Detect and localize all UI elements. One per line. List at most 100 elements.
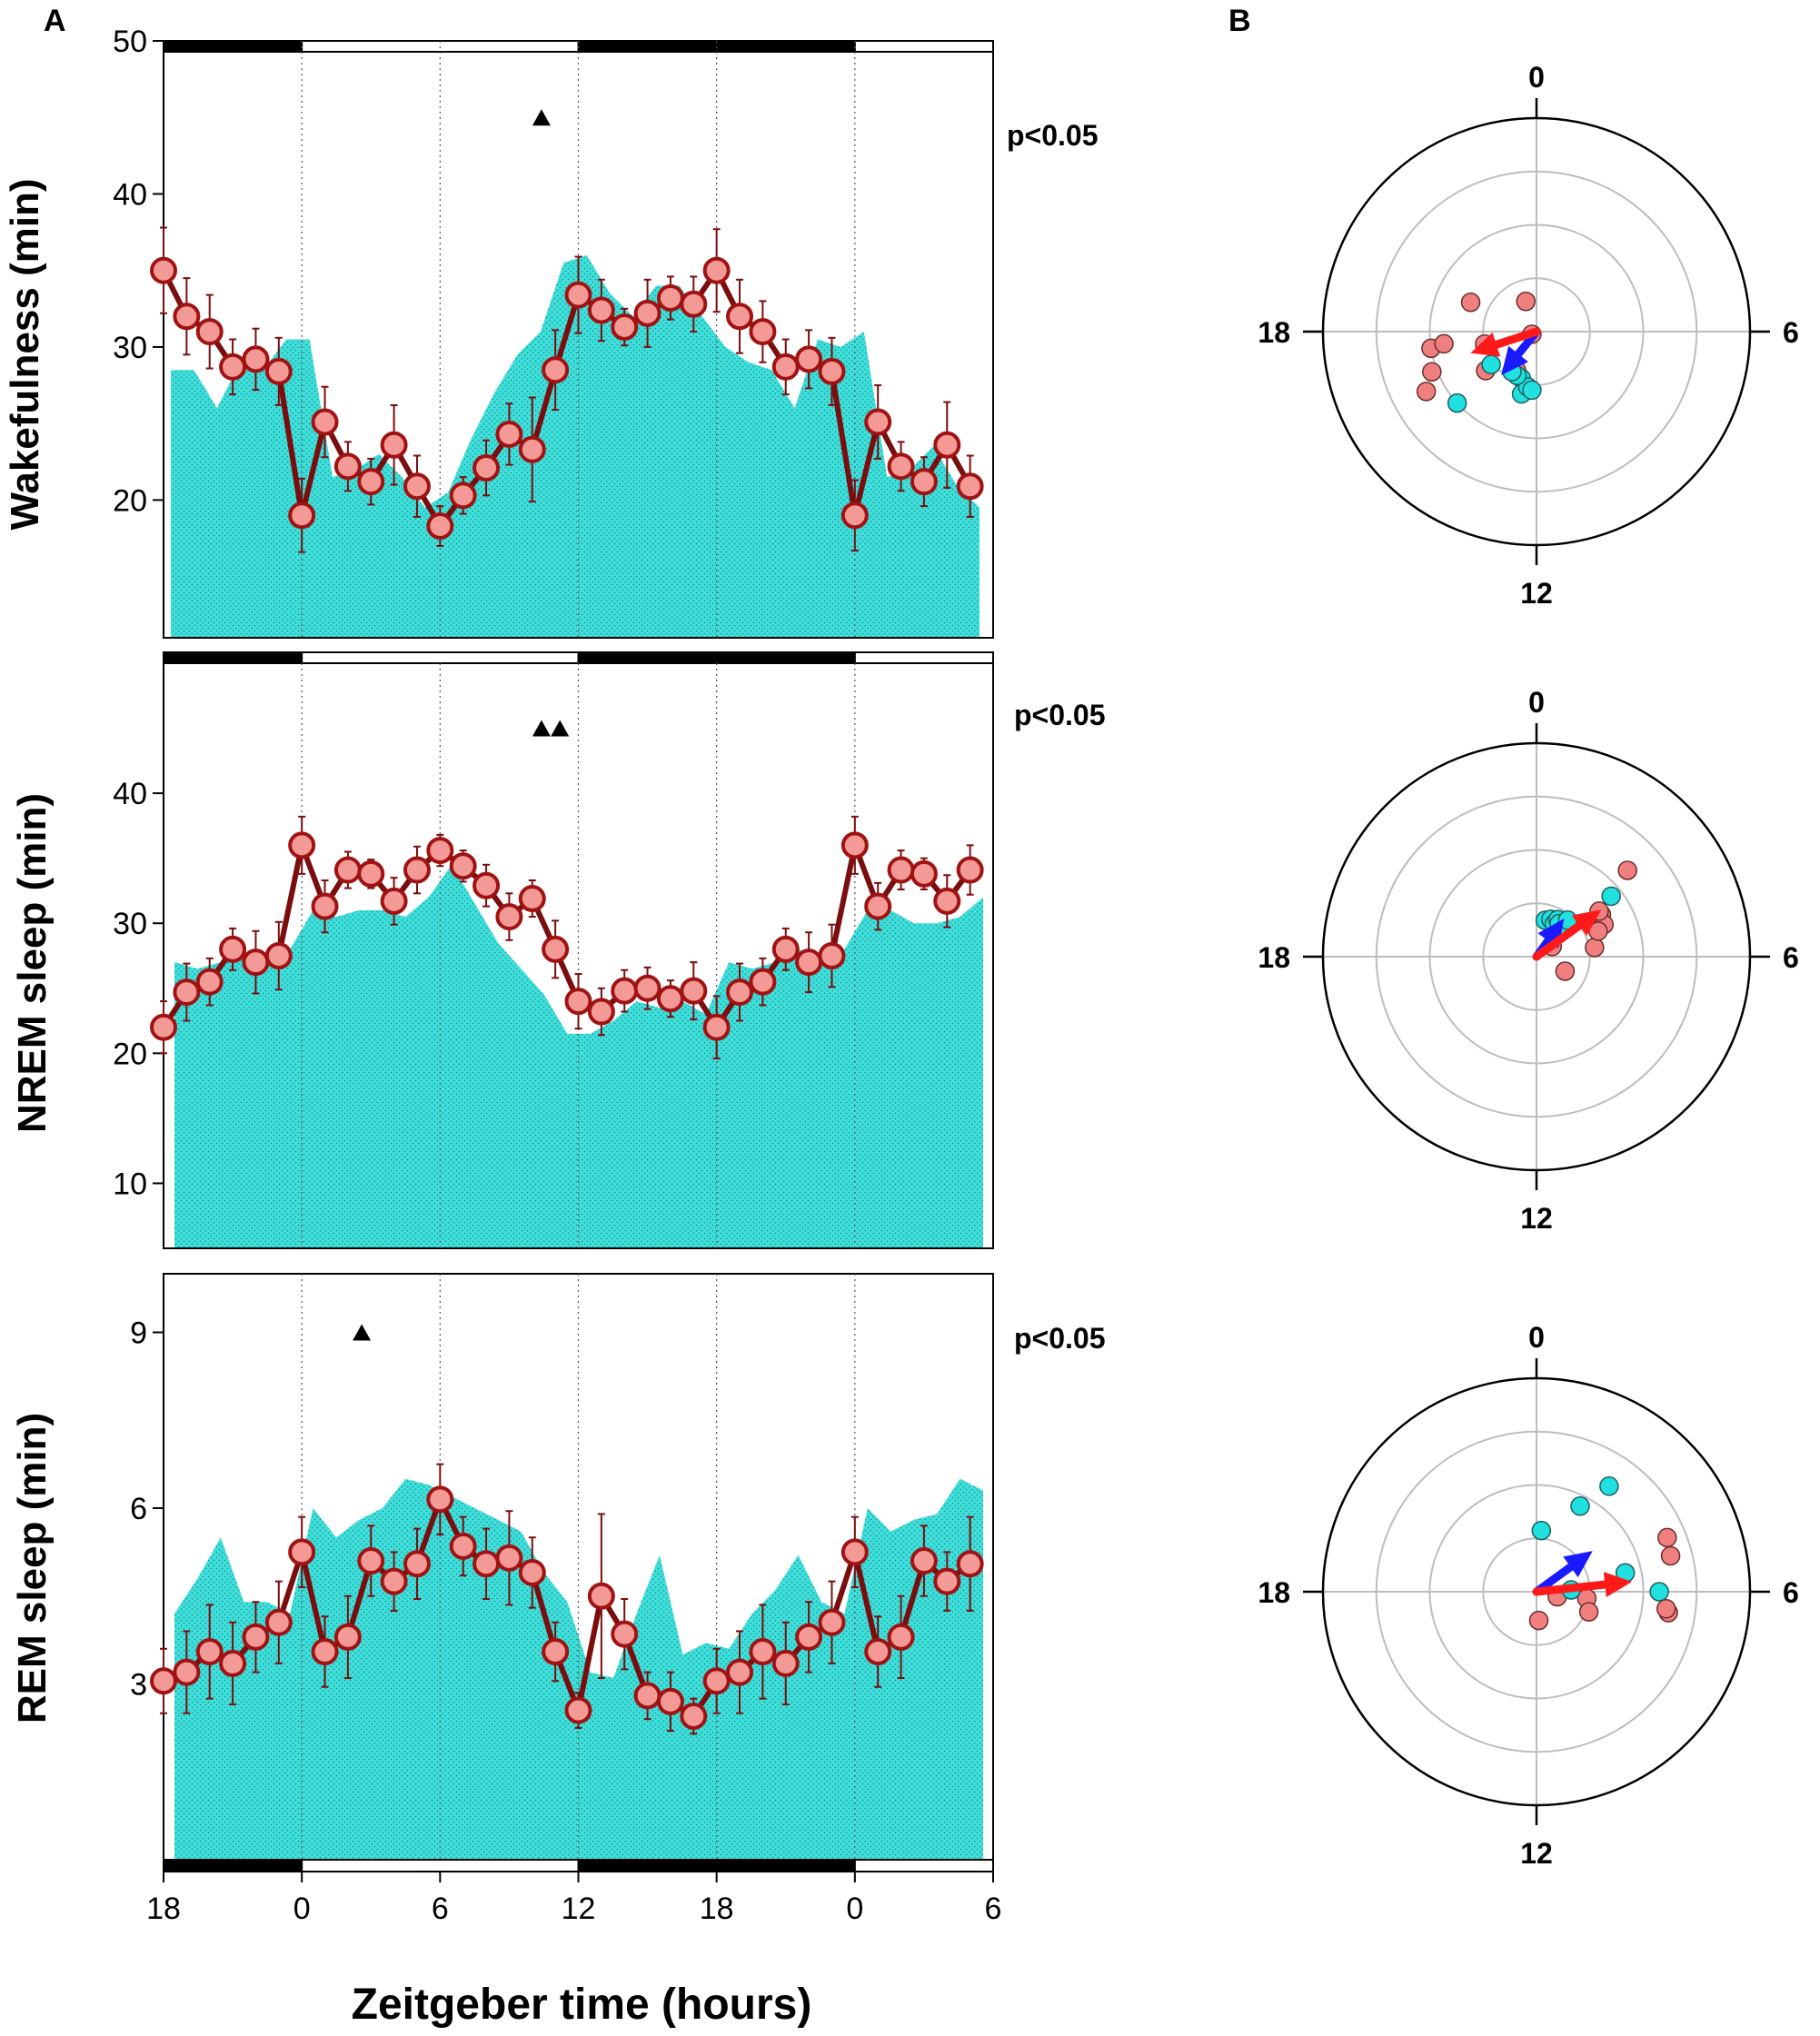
data-point — [749, 318, 777, 346]
data-point — [242, 345, 270, 373]
control-area — [174, 1478, 983, 1860]
data-point — [702, 1667, 731, 1695]
data-point — [680, 1702, 708, 1730]
y-tick-label: 20 — [113, 483, 147, 518]
light-dark-bar-2 — [577, 651, 856, 664]
data-point — [564, 281, 592, 309]
data-point — [587, 998, 615, 1026]
nrem-polar-plot: 0 6 12 18 — [1258, 686, 1798, 1235]
data-point — [587, 1582, 615, 1610]
data-point — [495, 903, 523, 931]
x-axis: 18 0 6 12 18 0 6 — [146, 1872, 1001, 1926]
data-point — [195, 968, 224, 996]
x-tick-label: 12 — [562, 1892, 596, 1926]
red-phase-point — [1555, 961, 1576, 981]
data-point — [633, 1682, 661, 1710]
data-point — [956, 1550, 984, 1578]
polar-label-left: 18 — [1258, 316, 1290, 349]
data-point — [933, 887, 961, 915]
light-dark-bar-0 — [163, 40, 303, 53]
polar-label-top: 0 — [1528, 61, 1545, 94]
red-phase-point — [1656, 1599, 1676, 1619]
panel-label-b: B — [1228, 4, 1251, 38]
red-mean-vector-shaft — [1532, 921, 1584, 961]
data-point — [680, 977, 708, 1005]
red-phase-point — [1422, 362, 1442, 382]
data-point — [818, 942, 846, 969]
cyan-phase-point — [1649, 1582, 1669, 1602]
data-point — [333, 856, 362, 884]
data-point — [195, 318, 224, 346]
y-axis-label: Wakefulness (min) — [3, 178, 47, 530]
data-point — [264, 942, 293, 969]
cyan-phase-point — [1481, 354, 1501, 375]
data-point — [333, 1623, 362, 1651]
x-axis-label: Zeitgeber time (hours) — [352, 1981, 812, 2029]
data-point — [542, 1638, 570, 1666]
light-dark-bar-3 — [853, 1859, 994, 1872]
blue-mean-vector-head — [1563, 1551, 1593, 1578]
data-point — [795, 948, 823, 977]
control-area — [171, 254, 980, 638]
data-point — [910, 468, 938, 496]
data-point — [656, 284, 684, 313]
data-point — [495, 420, 523, 448]
polar-label-top: 0 — [1528, 1321, 1545, 1354]
polar-label-bottom: 12 — [1520, 1202, 1553, 1235]
data-point — [840, 502, 869, 530]
data-point — [564, 988, 592, 1016]
polar-label-left: 18 — [1258, 941, 1290, 974]
data-point — [219, 935, 247, 963]
y-tick-label: 10 — [113, 1167, 147, 1201]
data-point — [933, 1567, 961, 1595]
x-tick-label: 6 — [432, 1892, 449, 1926]
red-phase-point — [1516, 292, 1536, 312]
data-point — [956, 472, 984, 501]
data-point — [933, 431, 961, 459]
data-point — [749, 968, 777, 996]
light-dark-bar-3 — [853, 651, 994, 664]
data-point — [633, 974, 661, 1002]
p-value: p<0.05 — [1014, 1322, 1106, 1355]
data-point — [956, 856, 984, 884]
y-tick-label: 40 — [113, 177, 147, 212]
data-point — [910, 1547, 938, 1575]
data-point — [173, 303, 201, 331]
data-point — [195, 1638, 224, 1666]
red-phase-point — [1578, 1602, 1599, 1622]
data-point — [357, 468, 385, 496]
x-tick-label: 6 — [985, 1892, 1002, 1926]
data-point — [702, 256, 731, 284]
light-dark-bar-1 — [301, 651, 580, 664]
data-point — [173, 1658, 201, 1686]
data-point — [611, 313, 639, 342]
p-value: p<0.05 — [1014, 699, 1106, 731]
polar-label-right: 6 — [1783, 1576, 1799, 1609]
data-point — [633, 299, 661, 327]
data-point — [150, 1667, 177, 1695]
data-point — [587, 296, 615, 324]
red-phase-point — [1434, 333, 1454, 354]
significance-marker — [551, 720, 570, 737]
data-point — [403, 472, 431, 501]
data-point — [818, 357, 846, 385]
polar-label-right: 6 — [1783, 316, 1799, 349]
data-point — [864, 1638, 892, 1666]
red-mean-vector-head — [1603, 1572, 1633, 1598]
red-phase-point — [1617, 860, 1637, 880]
light-dark-bar-3 — [853, 40, 994, 53]
data-point — [702, 1013, 731, 1041]
data-point — [449, 482, 477, 510]
wakefulness-polar-plot: 0 6 12 18 — [1258, 61, 1798, 610]
data-point — [887, 1623, 915, 1651]
data-point — [726, 303, 754, 331]
x-tick-label: 0 — [846, 1892, 863, 1926]
data-point — [449, 852, 477, 880]
data-point — [219, 353, 247, 381]
data-point — [656, 1687, 684, 1715]
p-value: p<0.05 — [1007, 119, 1099, 152]
data-point — [495, 1544, 523, 1572]
y-tick-label: 40 — [113, 777, 147, 811]
y-tick-label: 6 — [130, 1492, 147, 1526]
cyan-phase-point — [1601, 886, 1621, 907]
